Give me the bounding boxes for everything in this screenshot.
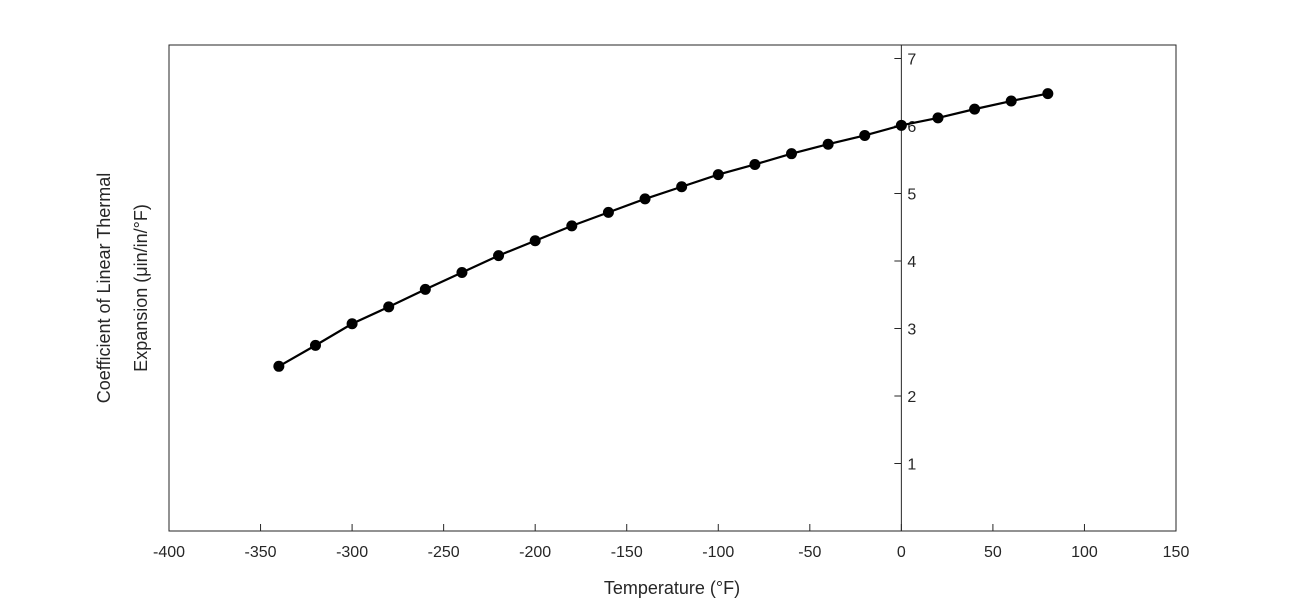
data-point	[822, 138, 834, 150]
data-point	[383, 301, 395, 313]
x-tick-label: -100	[702, 544, 734, 561]
data-point	[749, 158, 761, 170]
x-tick-label: -150	[611, 544, 643, 561]
y-tick-label: 2	[907, 389, 916, 406]
data-point	[566, 220, 578, 232]
data-point	[273, 360, 285, 372]
data-point	[895, 119, 907, 131]
x-tick-label: -400	[153, 544, 185, 561]
y-tick-label: 6	[907, 119, 916, 136]
y-tick-label: 1	[907, 457, 916, 474]
data-point	[1042, 88, 1054, 100]
data-point	[346, 318, 358, 330]
data-point	[602, 206, 614, 218]
y-tick-label: 4	[907, 254, 916, 271]
data-point	[419, 283, 431, 295]
x-axis-label: Temperature (°F)	[604, 578, 740, 598]
data-point	[456, 266, 468, 278]
data-point	[309, 339, 321, 351]
series-line	[273, 88, 1054, 372]
x-tick-label: 50	[984, 544, 1002, 561]
data-point	[676, 181, 688, 193]
x-tick-label: -200	[519, 544, 551, 561]
y-axis-label-line1: Coefficient of Linear Thermal	[94, 173, 114, 403]
data-point	[932, 112, 944, 124]
data-point	[969, 103, 981, 115]
y-tick-label: 3	[907, 322, 916, 339]
data-point	[493, 250, 505, 262]
axes: -400 -350 -300 -250 -200 -150 -100 -50 0 50 100 150…	[153, 44, 1190, 561]
data-point	[859, 129, 871, 141]
data-line	[278, 92, 1049, 368]
data-point	[1005, 95, 1017, 107]
x-tick-label: -250	[428, 544, 460, 561]
data-point	[712, 169, 724, 181]
x-tick-label: -350	[245, 544, 277, 561]
x-tick-label: 150	[1163, 544, 1190, 561]
data-point	[639, 193, 651, 205]
y-axis-label-line2: Expansion (μin/in/°F)	[131, 204, 151, 372]
x-tick-label: 100	[1071, 544, 1098, 561]
y-tick-label: 5	[907, 187, 916, 204]
data-point	[786, 148, 798, 160]
x-tick-label: -300	[336, 544, 368, 561]
x-tick-label: 0	[897, 544, 906, 561]
plot-box	[168, 44, 1177, 532]
x-tick-label: -50	[798, 544, 821, 561]
y-tick-label: 7	[907, 52, 916, 69]
data-point	[529, 235, 541, 247]
